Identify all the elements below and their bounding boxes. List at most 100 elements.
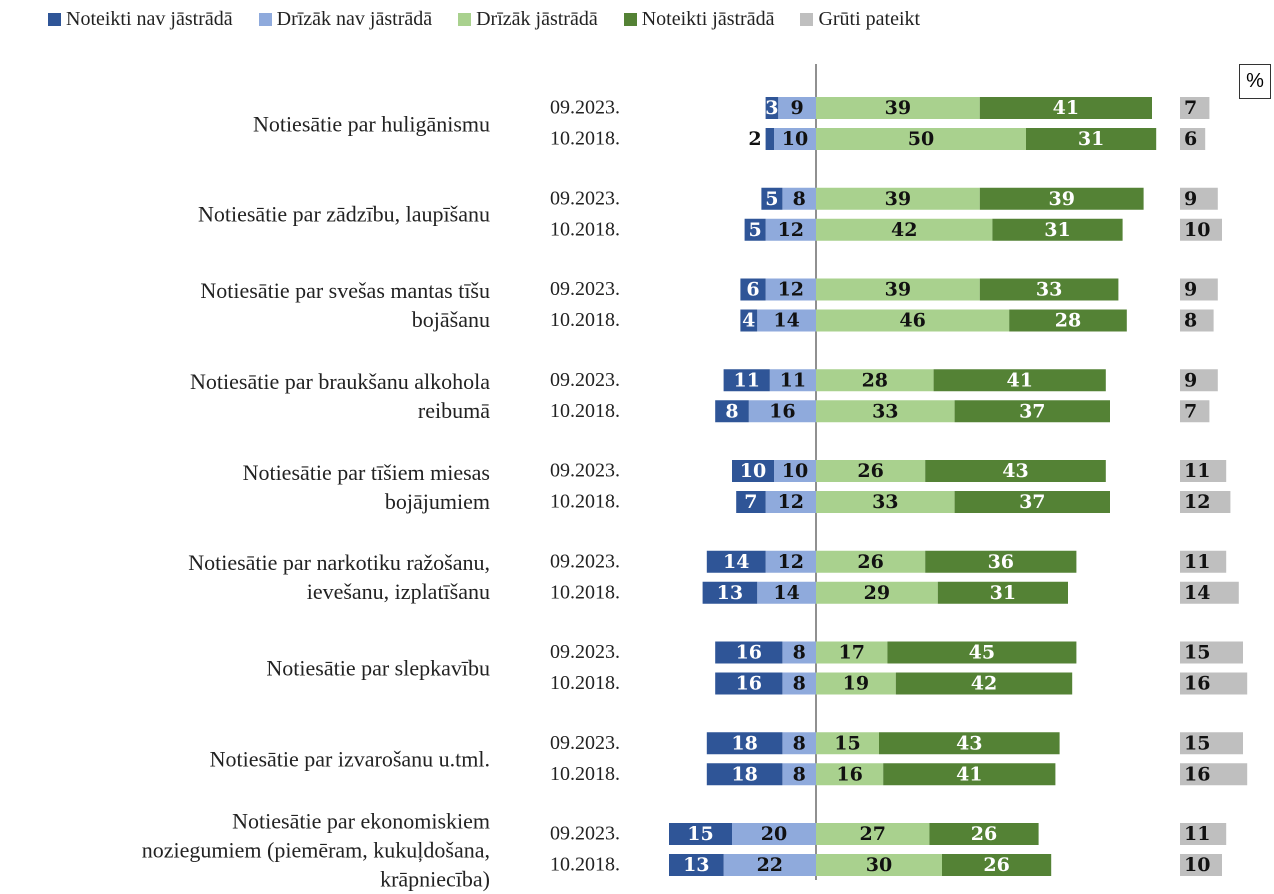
bar-segment — [1180, 823, 1227, 845]
period-label: 10.2018. — [550, 581, 620, 603]
value-label: 17 — [838, 642, 864, 664]
value-label: 42 — [971, 673, 997, 695]
bar-segment — [816, 732, 879, 755]
value-label: 11 — [733, 369, 759, 391]
category-label: Notiesātie par braukšanu alkohola reibum… — [190, 368, 490, 423]
value-label: 22 — [757, 854, 783, 876]
value-label: 12 — [778, 219, 804, 241]
legend-swatch — [48, 13, 61, 26]
bar-segment — [732, 823, 816, 845]
bar-segment — [883, 763, 1056, 786]
value-label: 16 — [1184, 763, 1210, 785]
bar-segment — [816, 581, 938, 604]
period-label: 10.2018. — [550, 309, 620, 331]
bar-segment — [816, 309, 1010, 332]
bar-segment — [765, 550, 816, 573]
bar-segment — [1180, 460, 1227, 482]
bar-segment — [1180, 491, 1231, 513]
legend-item: Grūti pateikt — [800, 8, 920, 31]
bar-segment — [992, 218, 1123, 241]
value-label: 10 — [782, 460, 808, 482]
category-label: Notiesātie par tīšiem miesas bojājumiem — [242, 459, 490, 514]
value-label: 26 — [983, 854, 1009, 876]
legend-label: Drīzāk nav jāstrādā — [276, 8, 433, 30]
value-label: 4 — [742, 310, 755, 332]
value-label: 33 — [872, 491, 898, 513]
value-label: 2 — [748, 128, 761, 150]
bar-segment — [816, 369, 934, 392]
bar-segment — [816, 763, 884, 786]
value-label: 11 — [1184, 551, 1210, 573]
period-label: 09.2023. — [550, 369, 620, 391]
legend-swatch — [458, 13, 472, 26]
bar-segment — [1180, 763, 1248, 786]
value-label: 10 — [1184, 854, 1210, 876]
bar-segment — [816, 128, 1026, 150]
value-label: 30 — [866, 854, 892, 876]
bar-segment — [769, 369, 816, 392]
value-label: 43 — [1002, 460, 1028, 482]
category-label: Notiesātie par ekonomiskiem noziegumiem … — [141, 808, 490, 891]
period-label: 10.2018. — [550, 128, 620, 150]
legend-swatch — [623, 13, 637, 26]
bar-segment — [954, 491, 1110, 513]
bar-segment — [925, 460, 1106, 482]
value-label: 37 — [1019, 400, 1045, 422]
period-label: 10.2018. — [550, 491, 620, 513]
bar-segment — [816, 97, 980, 119]
bar-segment — [816, 218, 993, 241]
period-label: 09.2023. — [550, 641, 620, 663]
bar-segment — [715, 672, 783, 695]
value-label: 15 — [1184, 732, 1210, 754]
bar-segment — [782, 641, 816, 664]
bar-segment — [816, 823, 930, 845]
legend-label: Drīzāk jāstrādā — [476, 8, 598, 30]
bar-segment — [715, 400, 749, 423]
bar-segment — [925, 550, 1077, 573]
bar-segment — [782, 763, 816, 786]
bar-segment — [706, 763, 783, 786]
period-label: 10.2018. — [550, 218, 620, 240]
bar-segment — [895, 672, 1073, 695]
value-label: 33 — [872, 400, 898, 422]
value-label: 7 — [1184, 400, 1197, 422]
bar-segment — [1180, 128, 1206, 150]
bar-segment — [954, 400, 1110, 423]
category-label: Notiesātie par huligānismu — [252, 111, 490, 136]
value-label: 16 — [1184, 673, 1210, 695]
value-label: 36 — [988, 551, 1014, 573]
value-label: 6 — [746, 279, 759, 301]
value-label: 14 — [773, 582, 799, 604]
bar-segment — [782, 732, 816, 755]
bar-segment — [1026, 128, 1157, 150]
bar-segment — [736, 491, 766, 513]
bar-segment — [723, 854, 816, 876]
bar-segment — [879, 732, 1060, 755]
bar-segment — [765, 128, 774, 150]
value-label: 10 — [1184, 219, 1210, 241]
value-label: 16 — [836, 763, 862, 785]
category-label: Notiesātie par zādzību, laupīšanu — [197, 201, 490, 227]
bar-segment — [1180, 550, 1227, 573]
bar-segment — [816, 672, 896, 695]
value-label: 39 — [1048, 188, 1074, 210]
value-label: 15 — [1184, 642, 1210, 664]
value-label: 8 — [793, 642, 806, 664]
bar-segment — [1180, 309, 1214, 332]
value-label: 16 — [769, 400, 795, 422]
bar-segment — [1009, 309, 1127, 332]
value-label: 26 — [971, 823, 997, 845]
bar-segment — [816, 278, 980, 301]
bar-segment — [929, 823, 1039, 845]
value-label: 28 — [862, 369, 888, 391]
value-label: 41 — [1053, 97, 1079, 119]
value-label: 6 — [1184, 128, 1197, 150]
value-label: 13 — [683, 854, 709, 876]
value-label: 14 — [723, 551, 749, 573]
period-label: 10.2018. — [550, 763, 620, 785]
bar-segment — [933, 369, 1106, 392]
legend-item: Noteikti nav jāstrādā — [48, 8, 233, 31]
bar-segment — [706, 550, 766, 573]
